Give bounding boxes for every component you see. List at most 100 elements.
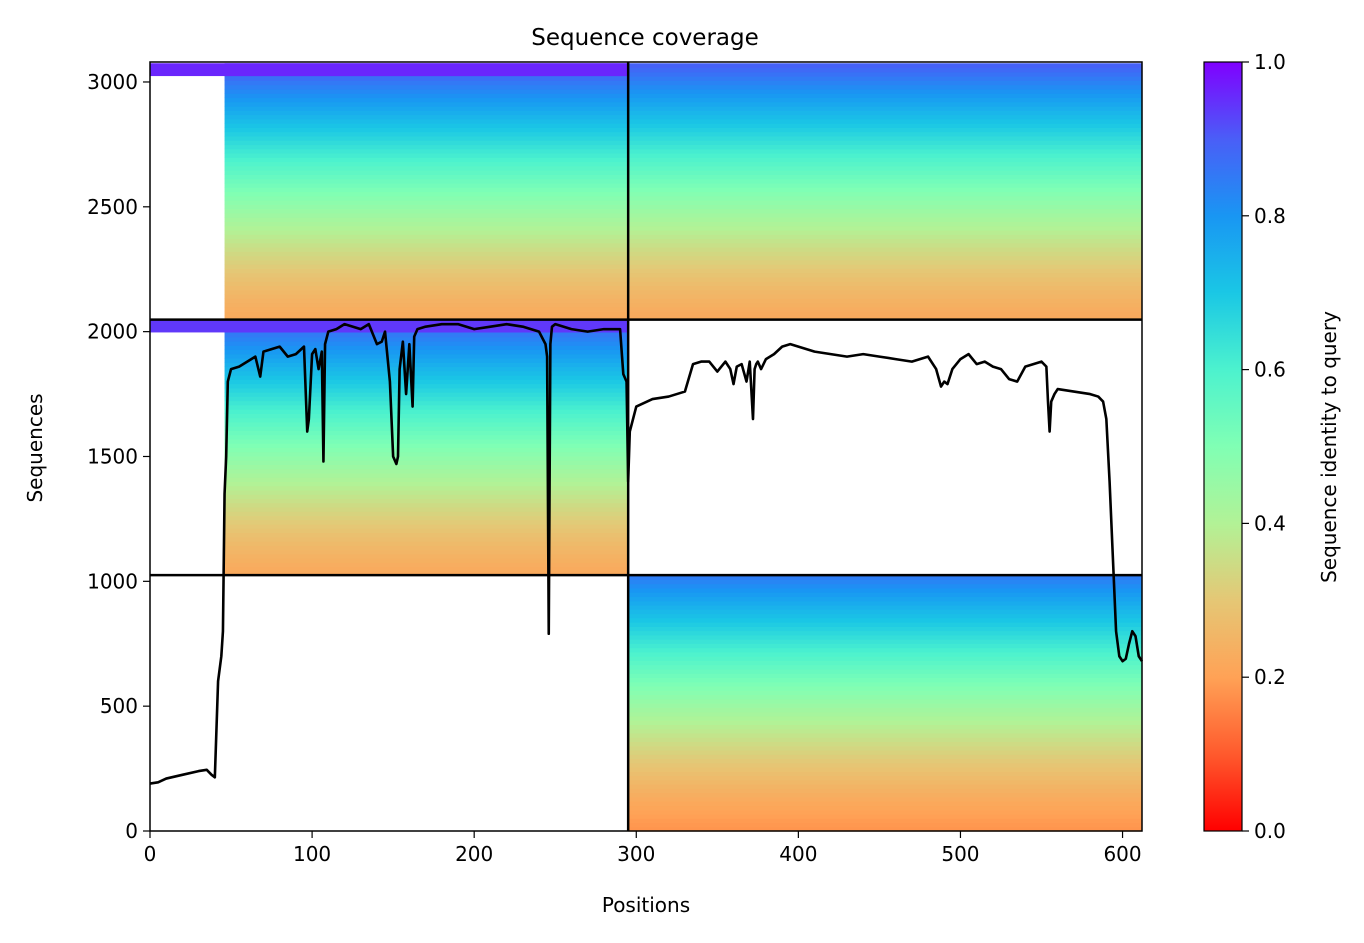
msa-row-band — [224, 366, 629, 372]
msa-row-band — [224, 165, 629, 171]
msa-row-band — [628, 745, 1142, 751]
msa-row-band — [224, 127, 629, 133]
msa-row-band — [628, 634, 1142, 640]
msa-row-band — [628, 698, 1142, 704]
x-axis-ticks: 0 100 200 300 400 500 600 — [144, 831, 1142, 866]
msa-row-band — [628, 204, 1142, 210]
msa-row-band — [224, 289, 629, 295]
msa-row-band — [224, 131, 629, 137]
msa-row-band — [628, 673, 1142, 679]
msa-row-band — [628, 630, 1142, 636]
msa-row-band — [224, 268, 629, 274]
msa-row-band — [628, 758, 1142, 764]
msa-row-band — [224, 451, 629, 457]
x-axis-label: Positions — [602, 893, 690, 917]
msa-row-band — [224, 255, 629, 261]
msa-row-band — [628, 609, 1142, 615]
msa-row-band — [224, 468, 629, 474]
msa-row-band — [224, 174, 629, 180]
msa-row-band — [224, 88, 629, 94]
msa-row-band — [224, 434, 629, 440]
msa-row-band — [628, 741, 1142, 747]
y-tick-label: 500 — [100, 694, 138, 718]
y-axis-ticks: 0 500 1000 1500 2000 2500 3000 — [87, 70, 150, 843]
msa-row-band — [628, 63, 1142, 69]
msa-row-band — [628, 123, 1142, 128]
msa-row-band — [224, 485, 629, 491]
msa-row-band — [224, 247, 629, 252]
msa-row-band — [628, 651, 1142, 657]
msa-row-band — [628, 84, 1142, 90]
x-tick-label: 600 — [1103, 842, 1141, 866]
msa-row-band — [224, 562, 629, 568]
y-tick-label: 1000 — [87, 569, 138, 593]
msa-row-band — [224, 101, 629, 107]
msa-row-band — [224, 105, 629, 111]
msa-row-band — [224, 519, 629, 525]
msa-row-band — [628, 140, 1142, 146]
x-tick-label: 400 — [779, 842, 817, 866]
msa-row-band — [224, 204, 629, 210]
msa-row-band — [628, 762, 1142, 768]
msa-row-band — [628, 200, 1142, 205]
msa-row-band — [628, 613, 1142, 619]
msa-row-band — [224, 251, 629, 257]
msa-row-band — [224, 76, 629, 81]
msa-row-band — [224, 97, 629, 103]
msa-row-band — [628, 294, 1142, 299]
msa-row-band — [224, 438, 629, 444]
msa-row-band — [224, 311, 629, 316]
msa-row-band — [224, 523, 629, 529]
msa-row-band — [628, 754, 1142, 760]
msa-row-band — [628, 187, 1142, 193]
msa-row-band — [224, 140, 629, 146]
msa-row-band — [628, 272, 1142, 278]
colorbar-tick-label: 0.8 — [1254, 204, 1286, 228]
msa-row-band — [224, 200, 629, 205]
block-middle-left — [150, 319, 629, 576]
msa-row-band — [628, 596, 1142, 602]
msa-row-band — [628, 779, 1142, 785]
msa-row-band — [628, 110, 1142, 116]
msa-row-band — [628, 818, 1142, 824]
msa-row-band — [628, 217, 1142, 222]
msa-row-band — [224, 417, 629, 423]
msa-row-band — [628, 728, 1142, 734]
msa-row-band — [224, 400, 629, 406]
msa-row-band — [224, 549, 629, 555]
colorbar — [1203, 61, 1243, 832]
msa-row-band — [628, 681, 1142, 687]
msa-row-band — [628, 617, 1142, 623]
msa-row-band — [224, 187, 629, 193]
msa-row-band — [224, 229, 629, 235]
msa-row-band — [628, 749, 1142, 755]
msa-row-band — [628, 135, 1142, 141]
msa-row-band — [628, 174, 1142, 180]
msa-row-band — [628, 784, 1142, 789]
msa-row-band — [628, 212, 1142, 218]
msa-row-band — [628, 801, 1142, 807]
msa-row-band — [224, 195, 629, 201]
coverage-line-group — [149, 322, 1144, 785]
msa-row-band — [628, 668, 1142, 674]
msa-row-band — [224, 178, 629, 184]
msa-row-band — [628, 208, 1142, 214]
y-tick-label: 3000 — [87, 70, 138, 94]
msa-row-band — [224, 460, 629, 466]
msa-row-band — [628, 809, 1142, 815]
msa-row-band — [224, 336, 629, 342]
msa-row-band — [224, 259, 629, 265]
msa-row-band — [628, 788, 1142, 794]
msa-row-band — [628, 604, 1142, 610]
msa-row-band — [224, 345, 629, 351]
msa-row-band — [628, 826, 1142, 832]
msa-row-band — [628, 306, 1142, 312]
msa-row-band — [224, 353, 629, 359]
msa-row-band — [628, 234, 1142, 240]
msa-row-band — [628, 647, 1142, 653]
msa-row-band — [224, 515, 629, 521]
msa-row-band — [628, 311, 1142, 316]
msa-row-band — [224, 294, 629, 299]
msa-row-band — [224, 152, 629, 158]
msa-row-band — [224, 212, 629, 218]
